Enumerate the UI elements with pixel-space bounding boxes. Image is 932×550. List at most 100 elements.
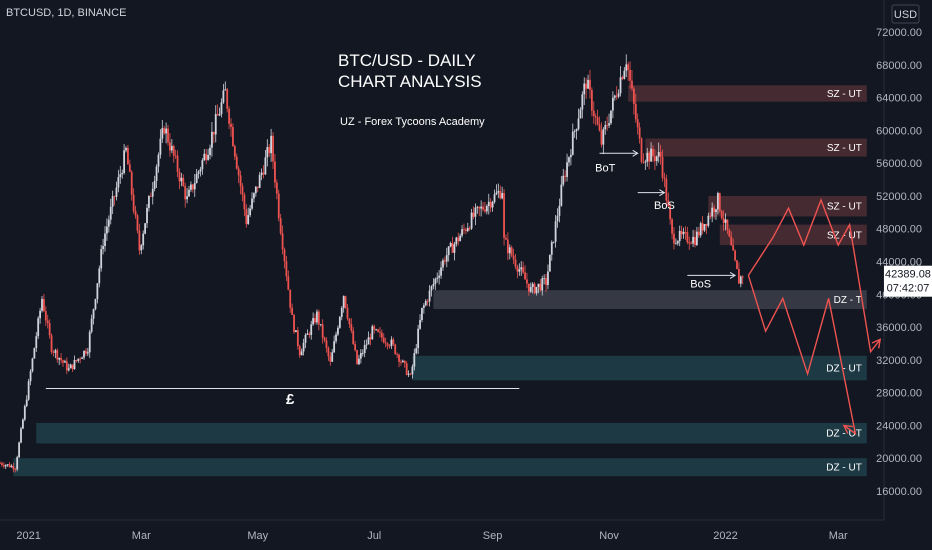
candle-body: [165, 128, 168, 134]
candle-body: [16, 457, 19, 470]
candle-body: [470, 212, 473, 229]
candle-body: [85, 350, 87, 354]
candle-body: [356, 350, 358, 365]
candle-body: [631, 80, 633, 89]
projection-path: [747, 275, 857, 436]
price-tick-label: 52000.00: [876, 191, 922, 203]
candle-body: [527, 283, 530, 292]
candle-body: [741, 276, 744, 278]
currency-label: USD: [894, 9, 917, 21]
candle-body: [537, 283, 540, 287]
candle-body: [115, 187, 118, 197]
chart-title-line-2: CHART ANALYSIS: [338, 72, 482, 91]
candle-body: [100, 249, 103, 269]
candle-body: [413, 353, 416, 367]
candle-body: [548, 254, 551, 272]
candle-body: [235, 156, 238, 169]
candle-body: [697, 231, 700, 236]
candle-body: [48, 323, 51, 336]
candle-body: [134, 210, 137, 216]
annotation-label: BoS: [654, 200, 675, 212]
candle-body: [88, 331, 91, 353]
candle-body: [736, 260, 738, 270]
candle-body: [382, 337, 385, 343]
structure-arrow-head: [659, 189, 666, 197]
candle-body: [560, 184, 563, 206]
candle-body: [321, 324, 324, 338]
candle-body: [130, 171, 133, 195]
candle-body: [18, 442, 20, 458]
candle-body: [613, 95, 616, 98]
candle-body: [218, 114, 221, 116]
candle-body: [58, 357, 61, 360]
candle-body: [514, 259, 517, 267]
candle-body: [716, 193, 719, 210]
candle-body: [64, 361, 66, 363]
structure-arrow-head: [632, 149, 639, 157]
candle-body: [436, 277, 439, 279]
candle-body: [422, 305, 425, 308]
candle-body: [510, 247, 513, 256]
candle-body: [184, 186, 187, 200]
candle-body: [180, 177, 183, 182]
candle-body: [455, 237, 458, 245]
candle-body: [323, 337, 326, 341]
candle-body: [415, 348, 418, 354]
candle-body: [690, 243, 693, 245]
candle-body: [203, 153, 206, 161]
candle-body: [79, 358, 82, 360]
price-tick-label: 36000.00: [876, 322, 922, 334]
zone-label: DZ - T: [834, 295, 862, 306]
candle-body: [178, 171, 181, 182]
candle-body: [264, 157, 267, 175]
zone-box: [36, 422, 867, 444]
candle-body: [92, 309, 95, 319]
projection-arrow-head: [842, 424, 853, 434]
price-tick-label: 20000.00: [876, 453, 922, 465]
zone-box: [13, 458, 867, 477]
candle-body: [254, 186, 257, 194]
price-tick-label: 60000.00: [876, 125, 922, 137]
candle-body: [558, 205, 561, 216]
candle-body: [632, 88, 635, 104]
candle-body: [233, 146, 236, 157]
candle-body: [25, 399, 28, 407]
candle-body: [46, 320, 49, 324]
candle-body: [653, 156, 656, 162]
candle-body: [434, 278, 437, 284]
candle-body: [256, 186, 259, 188]
candle-body: [31, 358, 34, 372]
candle-body: [526, 279, 528, 284]
chart-title-line-1: BTC/USD - DAILY: [338, 51, 476, 70]
candle-body: [317, 311, 320, 325]
price-tick-label: 32000.00: [876, 355, 922, 367]
candle-body: [12, 465, 15, 470]
last-price-tag: [884, 265, 932, 297]
candle-body: [680, 230, 683, 235]
candle-body: [569, 154, 572, 158]
candle-body: [516, 266, 519, 272]
chart-subtitle: UZ - Forex Tycoons Academy: [340, 116, 485, 128]
candle-body: [646, 152, 649, 162]
time-tick-label: 2021: [16, 530, 40, 542]
candle-body: [151, 188, 154, 197]
candle-body: [487, 201, 490, 206]
candle-body: [589, 79, 591, 91]
candle-body: [279, 218, 282, 234]
candle-body: [695, 231, 698, 245]
candle-body: [535, 286, 538, 294]
price-tick-label: 72000.00: [876, 27, 922, 39]
candle-body: [506, 239, 509, 254]
candle-body: [379, 331, 381, 333]
countdown-value: 07:42:07: [887, 283, 930, 295]
candle-body: [611, 97, 614, 111]
candle-body: [127, 147, 129, 165]
projection-arrow-head: [871, 338, 882, 349]
candle-body: [583, 83, 586, 95]
candle-body: [640, 138, 643, 162]
candle-body: [566, 162, 568, 177]
candle-body: [568, 157, 570, 163]
candle-body: [310, 324, 313, 335]
time-tick-label: Sep: [483, 530, 503, 542]
